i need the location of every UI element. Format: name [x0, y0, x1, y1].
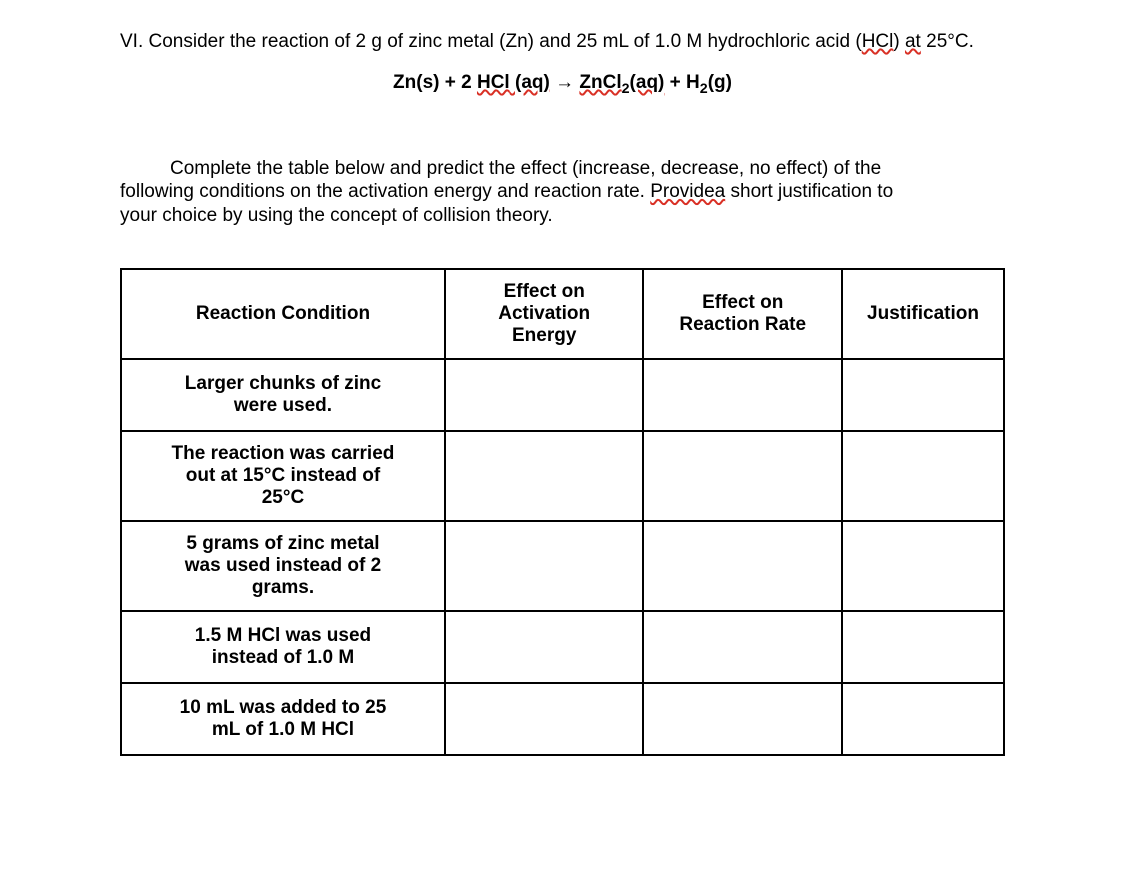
- table-row: 10 mL was added to 25 mL of 1.0 M HCl: [121, 683, 1004, 755]
- r4-l2: mL of 1.0 M HCl: [212, 719, 354, 740]
- problem-intro: VI. Consider the reaction of 2 g of zinc…: [120, 30, 1005, 54]
- table-row: The reaction was carried out at 15°C ins…: [121, 431, 1004, 521]
- ae-l1: Effect on: [504, 281, 585, 302]
- cond-cell-3: 1.5 M HCl was used instead of 1.0 M: [121, 611, 445, 683]
- table-row: Larger chunks of zinc were used.: [121, 359, 1004, 431]
- ae-cell-3[interactable]: [445, 611, 644, 683]
- just-cell-3[interactable]: [842, 611, 1004, 683]
- r4-l1: 10 mL was added to 25: [180, 697, 387, 718]
- r2-l1: 5 grams of zinc metal: [186, 533, 379, 554]
- r1-l2: out at 15°C instead of: [186, 465, 380, 486]
- eq-aq2: (aq): [630, 72, 665, 93]
- eq-zncl: ZnCl: [579, 72, 621, 93]
- eq-hcl: HCl: [477, 72, 510, 93]
- header-condition: Reaction Condition: [121, 269, 445, 359]
- just-cell-0[interactable]: [842, 359, 1004, 431]
- r3-l1: 1.5 M HCl was used: [195, 625, 371, 646]
- eq-arrow: →: [550, 72, 580, 93]
- table-row: 1.5 M HCl was used instead of 1.0 M: [121, 611, 1004, 683]
- intro-hcl: HCl: [862, 31, 894, 52]
- ae-cell-4[interactable]: [445, 683, 644, 755]
- intro-temp: 25°C.: [921, 31, 974, 52]
- rate-l2: Reaction Rate: [679, 314, 806, 335]
- r1-l1: The reaction was carried: [172, 443, 395, 464]
- eq-g: (g): [708, 72, 732, 93]
- rate-cell-0[interactable]: [643, 359, 842, 431]
- eq-plus: + H: [664, 72, 699, 93]
- ae-l2: Activation: [498, 303, 590, 324]
- ae-cell-0[interactable]: [445, 359, 644, 431]
- header-justification: Justification: [842, 269, 1004, 359]
- ae-cell-1[interactable]: [445, 431, 644, 521]
- instr-1a: Complete the table below and predict the…: [170, 158, 881, 179]
- page-container: VI. Consider the reaction of 2 g of zinc…: [0, 0, 1125, 786]
- eq-zn: Zn(s) + 2: [393, 72, 477, 93]
- intro-at: at: [905, 31, 921, 52]
- rate-cell-2[interactable]: [643, 521, 842, 611]
- cond-cell-1: The reaction was carried out at 15°C ins…: [121, 431, 445, 521]
- r0-l1: Larger chunks of zinc: [185, 373, 381, 394]
- instr-2b: short justification to: [725, 181, 893, 202]
- cond-cell-4: 10 mL was added to 25 mL of 1.0 M HCl: [121, 683, 445, 755]
- rate-cell-3[interactable]: [643, 611, 842, 683]
- cond-cell-2: 5 grams of zinc metal was used instead o…: [121, 521, 445, 611]
- ae-l3: Energy: [512, 325, 576, 346]
- ae-cell-2[interactable]: [445, 521, 644, 611]
- eq-sub2: 2: [622, 81, 630, 97]
- eq-aq1: (aq): [510, 72, 550, 93]
- table-row: 5 grams of zinc metal was used instead o…: [121, 521, 1004, 611]
- just-cell-1[interactable]: [842, 431, 1004, 521]
- table-header-row: Reaction Condition Effect on Activation …: [121, 269, 1004, 359]
- rate-cell-4[interactable]: [643, 683, 842, 755]
- header-reaction-rate: Effect on Reaction Rate: [643, 269, 842, 359]
- instr-provide: Providea: [650, 181, 725, 202]
- r1-l3: 25°C: [262, 487, 304, 508]
- just-cell-2[interactable]: [842, 521, 1004, 611]
- r2-l2: was used instead of 2: [185, 555, 381, 576]
- rate-l1: Effect on: [702, 292, 783, 313]
- effects-table: Reaction Condition Effect on Activation …: [120, 268, 1005, 756]
- eq-subH2: 2: [700, 81, 708, 97]
- just-cell-4[interactable]: [842, 683, 1004, 755]
- intro-paren-close: ): [893, 31, 905, 52]
- r3-l2: instead of 1.0 M: [212, 647, 355, 668]
- instr-3: your choice by using the concept of coll…: [120, 204, 1005, 228]
- r0-l2: were used.: [234, 395, 332, 416]
- intro-prefix: VI. Consider the reaction of 2 g of zinc…: [120, 31, 862, 52]
- instructions-text: Complete the table below and predict the…: [120, 157, 1005, 228]
- instr-2a: following conditions on the activation e…: [120, 181, 650, 202]
- reaction-equation: Zn(s) + 2 HCl (aq) → ZnCl2(aq) + H2(g): [120, 72, 1005, 97]
- r2-l3: grams.: [252, 577, 314, 598]
- header-activation-energy: Effect on Activation Energy: [445, 269, 644, 359]
- cond-cell-0: Larger chunks of zinc were used.: [121, 359, 445, 431]
- rate-cell-1[interactable]: [643, 431, 842, 521]
